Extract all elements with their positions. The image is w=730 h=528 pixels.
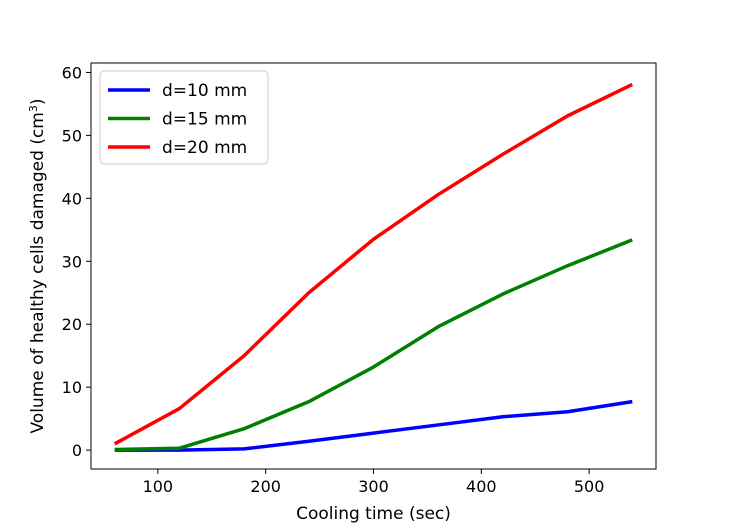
y-axis-label: Volume of healthy cells damaged (cm3) [27,98,49,433]
y-axis-label-superscript: 3 [27,105,40,112]
series-line-3 [113,82,634,446]
legend-box [99,70,269,165]
x-tick-label: 200 [250,477,281,496]
series-line-1 [114,399,633,452]
legend-label-3: d=20 mm [162,138,247,158]
legend-label-2: d=15 mm [162,110,247,130]
y-tick-label: 60 [62,63,82,82]
y-axis: 0 10 20 30 40 50 60 [62,63,91,460]
x-tick-label: 500 [574,477,605,496]
series-layer [113,82,634,452]
y-tick-label: 20 [62,315,82,334]
legend-label-1: d=10 mm [162,81,247,101]
x-tick-label: 300 [358,477,389,496]
y-tick-label: 0 [72,441,82,460]
x-tick-label: 400 [466,477,497,496]
y-tick-label: 40 [62,189,82,208]
x-axis: 100 200 300 400 500 [143,469,605,496]
x-tick-label: 100 [143,477,174,496]
legend: d=10 mm d=15 mm d=20 mm [99,70,269,165]
x-axis-label: Cooling time (sec) [296,504,451,524]
y-tick-label: 10 [62,378,82,397]
y-tick-label: 50 [62,126,82,145]
series-line-2 [114,238,633,452]
y-tick-label: 30 [62,252,82,271]
